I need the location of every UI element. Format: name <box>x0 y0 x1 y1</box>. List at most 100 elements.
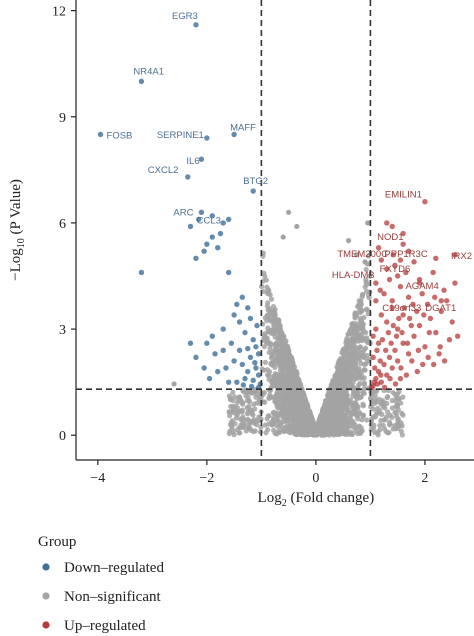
point-non-significant <box>349 337 355 343</box>
point-non-significant <box>324 405 330 411</box>
point-down-regulated <box>138 78 145 85</box>
point-up-regulated <box>384 220 390 226</box>
point-non-significant <box>278 338 285 344</box>
gene-label-up: IRX2 <box>451 251 472 262</box>
point-up-regulated <box>414 308 420 315</box>
point-non-significant <box>389 414 395 421</box>
point-non-significant <box>279 334 285 340</box>
gene-label-down: MAFF <box>230 122 256 133</box>
point-non-significant <box>359 368 365 374</box>
point-up-regulated <box>398 365 404 371</box>
point-non-significant <box>383 429 389 435</box>
point-non-significant <box>301 393 307 399</box>
point-non-significant <box>256 414 262 420</box>
point-up-regulated <box>388 340 394 346</box>
point-non-significant <box>325 390 332 397</box>
point-non-significant <box>342 420 349 426</box>
point-non-significant <box>326 432 332 438</box>
point-non-significant <box>266 387 273 393</box>
point-down-regulated <box>248 383 255 390</box>
point-non-significant <box>267 328 273 334</box>
point-non-significant <box>372 392 378 398</box>
x-tick-label: 2 <box>421 471 428 486</box>
point-non-significant <box>281 358 287 365</box>
point-non-significant <box>264 416 270 422</box>
point-non-significant <box>347 397 354 403</box>
y-tick-label: 12 <box>52 5 66 20</box>
point-non-significant <box>267 392 273 398</box>
point-up-regulated <box>373 298 379 304</box>
point-up-regulated <box>381 384 388 391</box>
point-non-significant <box>266 376 272 383</box>
point-non-significant <box>344 369 351 375</box>
point-up-regulated <box>394 326 401 332</box>
point-up-regulated <box>396 315 402 322</box>
point-non-significant <box>317 422 323 428</box>
point-non-significant <box>303 399 309 405</box>
point-non-significant <box>364 417 370 423</box>
point-non-significant <box>237 408 243 414</box>
point-down-regulated <box>236 347 243 354</box>
point-down-regulated <box>138 269 145 276</box>
point-down-regulated <box>209 234 216 240</box>
point-non-significant <box>358 298 364 304</box>
point-down-regulated <box>204 340 210 346</box>
point-up-regulated <box>374 381 381 387</box>
point-down-regulated <box>225 216 232 223</box>
point-up-regulated <box>372 365 378 371</box>
point-down-regulated <box>253 365 259 371</box>
point-non-significant <box>336 418 342 424</box>
point-non-significant <box>347 363 353 369</box>
gene-label-down: ARC <box>173 207 193 218</box>
point-up-regulated <box>390 252 397 258</box>
point-non-significant <box>349 404 356 410</box>
point-non-significant <box>362 345 369 351</box>
point-up-regulated <box>449 319 455 325</box>
point-up-regulated <box>415 347 422 354</box>
gene-label-down: SERPINE1 <box>157 130 204 141</box>
point-up-regulated <box>433 329 439 336</box>
point-non-significant <box>226 430 232 437</box>
point-non-significant <box>272 382 278 389</box>
point-up-regulated <box>425 354 431 361</box>
point-up-regulated <box>436 351 442 357</box>
point-non-significant <box>343 358 349 365</box>
gene-label-down: NR4A1 <box>133 66 164 77</box>
point-non-significant <box>350 379 356 385</box>
point-up-regulated <box>444 298 450 304</box>
point-up-regulated <box>454 333 461 339</box>
point-up-regulated <box>406 315 413 322</box>
legend-title: Group <box>38 534 76 550</box>
point-up-regulated <box>403 372 410 378</box>
point-up-regulated <box>400 312 406 318</box>
point-non-significant <box>296 427 302 434</box>
point-down-regulated <box>198 156 205 162</box>
point-non-significant <box>394 413 400 419</box>
point-non-significant <box>360 291 366 298</box>
point-up-regulated <box>389 298 395 304</box>
point-non-significant <box>355 416 361 422</box>
point-up-regulated <box>411 259 417 265</box>
point-non-significant <box>396 388 402 395</box>
point-non-significant <box>226 413 233 419</box>
point-non-significant <box>272 375 278 381</box>
point-non-significant <box>264 318 270 324</box>
point-up-regulated <box>378 312 385 318</box>
point-non-significant <box>345 401 351 407</box>
point-up-regulated <box>384 266 390 272</box>
point-non-significant <box>333 400 339 407</box>
point-down-regulated <box>245 368 251 375</box>
point-non-significant <box>274 329 280 336</box>
point-non-significant <box>345 331 351 337</box>
point-down-regulated <box>242 375 248 382</box>
point-up-regulated <box>375 244 382 251</box>
point-non-significant <box>266 340 272 347</box>
point-non-significant <box>230 389 236 395</box>
point-up-regulated <box>394 358 401 364</box>
point-down-regulated <box>225 379 232 385</box>
gene-labels: EGR3 NR4A1 FOSB SERPINE1 MAFF IL6 CXCL2 BTG2 ARC… <box>107 11 473 314</box>
point-non-significant <box>313 427 319 433</box>
point-non-significant <box>276 424 282 430</box>
point-non-significant <box>330 396 336 403</box>
gene-label-up: TMEM200C <box>337 249 388 260</box>
